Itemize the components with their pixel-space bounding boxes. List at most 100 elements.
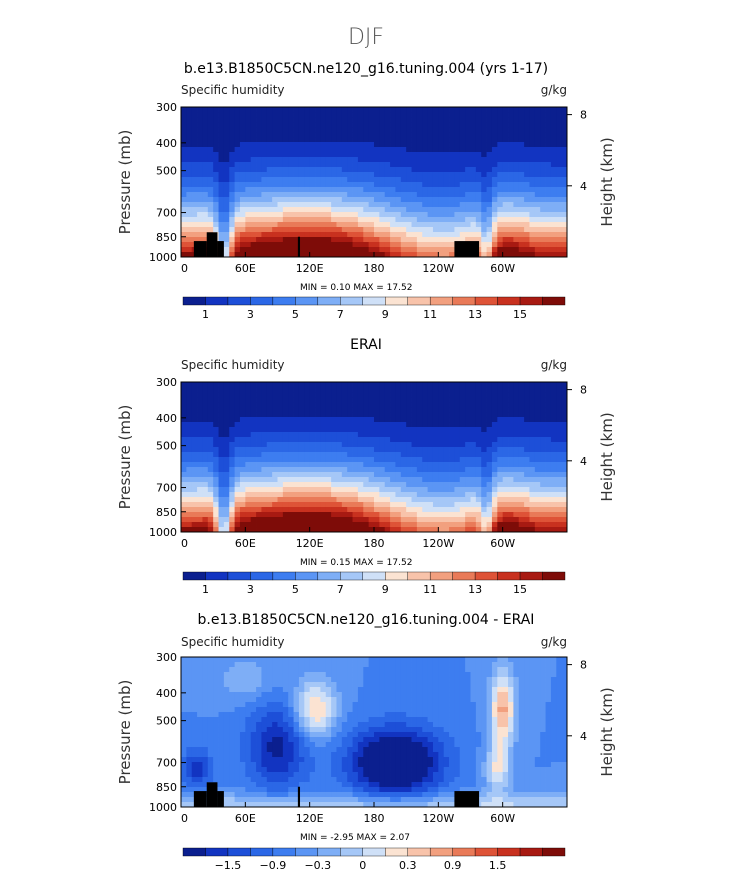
heatmap-cell (390, 252, 396, 258)
heatmap-cell (229, 382, 236, 388)
heatmap-cell (513, 127, 520, 133)
heatmap-cell (320, 172, 327, 178)
heatmap-cell (384, 247, 391, 253)
heatmap-cell (336, 187, 343, 193)
heatmap-cell (390, 107, 396, 113)
heatmap-cell (561, 167, 568, 173)
heatmap-cell (298, 417, 305, 423)
heatmap-cell (250, 207, 257, 213)
heatmap-cell (416, 192, 423, 198)
heatmap-cell (513, 507, 520, 513)
heatmap-cell (207, 122, 214, 128)
heatmap-cell (207, 182, 214, 188)
heatmap-cell (191, 167, 198, 173)
heatmap-cell (272, 417, 278, 423)
heatmap-cell (550, 527, 557, 533)
heatmap-cell (449, 422, 455, 428)
heatmap-cell (181, 677, 187, 683)
heatmap-cell (186, 237, 193, 243)
heatmap-cell (239, 127, 246, 133)
heatmap-cell (181, 392, 187, 398)
heatmap-cell (357, 452, 364, 458)
heatmap-cell (432, 147, 439, 153)
colorbar-label: 15 (513, 583, 527, 596)
heatmap-cell (261, 522, 268, 528)
heatmap-cell (465, 162, 471, 168)
heatmap-cell (245, 167, 252, 173)
heatmap-cell (341, 522, 348, 528)
heatmap-cell (545, 492, 552, 498)
heatmap-cell (443, 242, 450, 248)
heatmap-cell (213, 227, 219, 233)
heatmap-cell (325, 127, 332, 133)
heatmap-cell (550, 417, 557, 423)
heatmap-cell (309, 517, 316, 523)
heatmap-cell (416, 112, 423, 118)
heatmap-cell (475, 152, 482, 158)
heatmap-cell (357, 237, 364, 243)
heatmap-cell (181, 417, 187, 423)
heatmap-cell (298, 107, 305, 113)
heatmap-cell (239, 232, 246, 238)
heatmap-cell (325, 657, 332, 663)
heatmap-cell (288, 162, 294, 168)
heatmap-cell (550, 452, 557, 458)
heatmap-cell (379, 172, 386, 178)
heatmap-cell (261, 152, 268, 158)
heatmap-cell (357, 252, 364, 258)
heatmap-cell (486, 432, 493, 438)
heatmap-cell (465, 442, 471, 448)
heatmap-cell (186, 442, 193, 448)
heatmap-cell (390, 417, 396, 423)
heatmap-cell (298, 427, 305, 433)
heatmap-cell (331, 212, 337, 218)
heatmap-cell (309, 667, 316, 673)
heatmap-cell (368, 162, 375, 168)
heatmap-cell (277, 432, 284, 438)
heatmap-cell (261, 177, 268, 183)
heatmap-cell (550, 227, 557, 233)
heatmap-cell (486, 687, 493, 693)
heatmap-cell (336, 127, 343, 133)
heatmap-cell (223, 472, 230, 478)
heatmap-cell (315, 427, 321, 433)
heatmap-cell (320, 487, 327, 493)
heatmap-cell (518, 397, 525, 403)
heatmap-cell (518, 427, 525, 433)
heatmap-cell (320, 672, 327, 678)
heatmap-cell (207, 127, 214, 133)
heatmap-cell (427, 472, 434, 478)
heatmap-cell (309, 147, 316, 153)
heatmap-cell (374, 517, 380, 523)
heatmap-cell (315, 412, 321, 418)
heatmap-cell (245, 197, 252, 203)
heatmap-cell (400, 197, 407, 203)
heatmap-cell (438, 467, 445, 473)
heatmap-cell (449, 242, 455, 248)
heatmap-cell (202, 192, 209, 198)
heatmap-cell (207, 512, 214, 518)
heatmap-cell (202, 382, 209, 388)
heatmap-cell (288, 147, 294, 153)
heatmap-cell (272, 392, 278, 398)
heatmap-cell (213, 217, 219, 223)
heatmap-cell (481, 477, 487, 483)
heatmap-cell (497, 382, 504, 388)
heatmap-cell (368, 212, 375, 218)
heatmap-cell (277, 147, 284, 153)
heatmap-cell (186, 107, 193, 113)
colorbar-label: 9 (382, 308, 389, 321)
heatmap-cell (363, 457, 370, 463)
heatmap-cell (181, 427, 187, 433)
heatmap-cell (449, 157, 455, 163)
heatmap-cell (218, 227, 225, 233)
heatmap-cell (481, 432, 487, 438)
heatmap-cell (475, 187, 482, 193)
heatmap-cell (288, 442, 294, 448)
heatmap-cell (331, 177, 337, 183)
heatmap-cell (411, 522, 418, 528)
heatmap-cell (352, 232, 359, 238)
heatmap-cell (223, 667, 230, 673)
heatmap-cell (411, 222, 418, 228)
heatmap-cell (304, 407, 311, 413)
